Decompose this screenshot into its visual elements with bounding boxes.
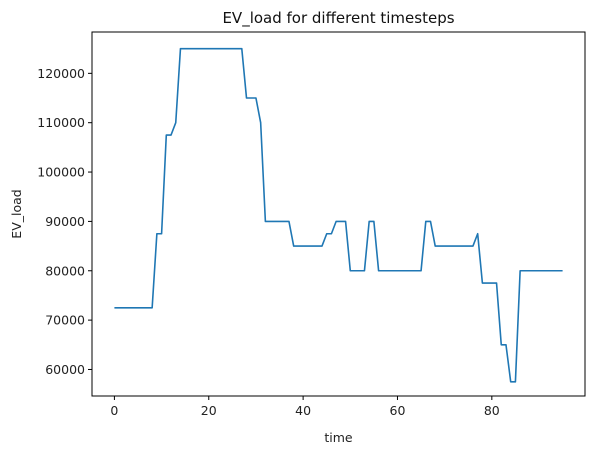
plot-area-frame bbox=[91, 31, 586, 397]
y-tick-label: 100000 bbox=[37, 165, 85, 180]
chart-title: EV_load for different timesteps bbox=[222, 9, 454, 28]
y-tick-label: 110000 bbox=[37, 115, 85, 130]
x-axis: 0 20 40 60 80 bbox=[110, 396, 500, 418]
x-tick-label: 40 bbox=[295, 403, 311, 418]
y-tick-label: 90000 bbox=[45, 214, 85, 229]
y-tick-label: 70000 bbox=[45, 313, 85, 328]
x-axis-label: time bbox=[324, 430, 353, 445]
y-axis: 60000 70000 80000 90000 100000 110000 120000 bbox=[37, 66, 92, 377]
x-tick-label: 0 bbox=[110, 403, 118, 418]
y-tick-label: 120000 bbox=[37, 66, 85, 81]
x-tick-label: 80 bbox=[484, 403, 500, 418]
x-tick-label: 60 bbox=[390, 403, 406, 418]
ev-load-line bbox=[114, 47, 563, 383]
x-tick-label: 20 bbox=[201, 403, 217, 418]
y-tick-label: 60000 bbox=[45, 362, 85, 377]
y-tick-label: 80000 bbox=[45, 263, 85, 278]
y-axis-label: EV_load bbox=[9, 189, 24, 238]
